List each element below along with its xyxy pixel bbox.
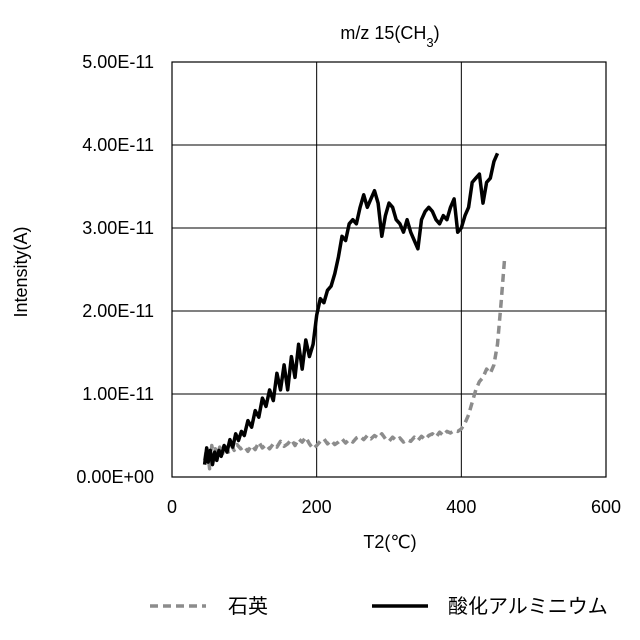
series-line-2 [205, 153, 498, 464]
y-tick-label: 1.00E-11 [82, 384, 154, 404]
x-axis-label: T2(℃) [363, 532, 416, 552]
gridlines [172, 62, 606, 477]
x-tick-label: 200 [302, 497, 332, 517]
legend-label-2: 酸化アルミニウム [448, 594, 608, 618]
y-tick-label: 2.00E-11 [82, 301, 154, 321]
chart-title: m/z 15(CH3) [340, 23, 439, 50]
y-axis-label: Intensity(A) [11, 226, 31, 317]
y-axis-ticks: 0.00E+00 1.00E-11 2.00E-11 3.00E-11 4.00E-11… [76, 52, 154, 487]
x-tick-label: 0 [167, 497, 177, 517]
plot-area-frame [172, 62, 606, 477]
legend-label-1: 石英 [228, 594, 268, 618]
y-tick-label: 5.00E-11 [82, 52, 154, 72]
y-tick-label: 4.00E-11 [82, 135, 154, 155]
y-tick-label: 3.00E-11 [82, 218, 154, 238]
y-tick-label: 0.00E+00 [76, 467, 154, 487]
x-tick-label: 600 [591, 497, 621, 517]
x-axis-ticks: 0 200 400 600 [167, 497, 621, 517]
series-line-1 [205, 257, 505, 469]
legend: 石英 酸化アルミニウム [150, 594, 608, 618]
x-tick-label: 400 [446, 497, 476, 517]
